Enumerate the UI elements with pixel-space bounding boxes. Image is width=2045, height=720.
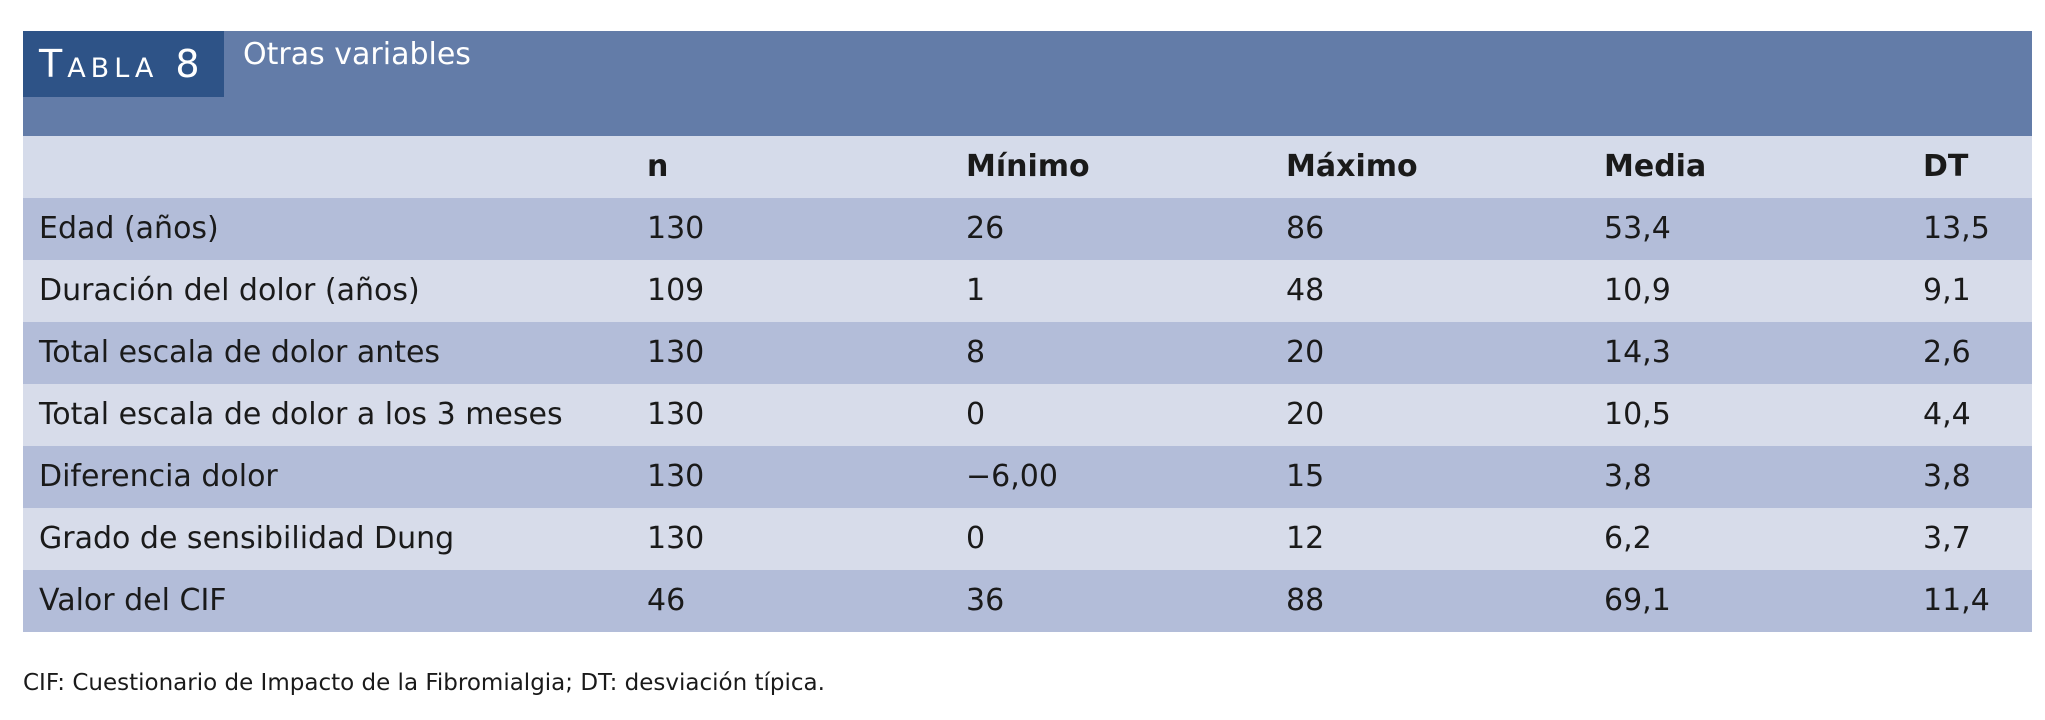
- table-row: Grado de sensibilidad Dung 130 0 12 6,2 3,7: [23, 508, 2032, 570]
- table-cell: 6,2: [1604, 521, 1652, 556]
- column-header: Máximo: [1286, 149, 1418, 184]
- table-cell: 88: [1286, 583, 1325, 618]
- table-label: Tabla 8: [23, 31, 224, 97]
- header-row: n Mínimo Máximo Media DT: [23, 136, 2032, 198]
- table-cell: 26: [966, 211, 1005, 246]
- table-cell: 20: [1286, 335, 1325, 370]
- table-cell: 69,1: [1604, 583, 1671, 618]
- table-row: Total escala de dolor a los 3 meses 130 0 2…: [23, 384, 2032, 446]
- table-cell: 4,4: [1923, 397, 1971, 432]
- column-header: Mínimo: [966, 149, 1090, 184]
- table-row: Diferencia dolor 130 −6,00 15 3,8 3,8: [23, 446, 2032, 508]
- table-row: Total escala de dolor antes 130 8 20 14,3 2,6: [23, 322, 2032, 384]
- title-bar: Tabla 8 Otras variables: [23, 31, 2032, 136]
- table-cell: 130: [647, 521, 705, 556]
- table-row: Edad (años) 130 26 86 53,4 13,5: [23, 198, 2032, 260]
- table-cell: 10,9: [1604, 273, 1671, 308]
- table-cell: −6,00: [966, 459, 1058, 494]
- table-cell: 0: [966, 397, 986, 432]
- table-cell: 3,8: [1923, 459, 1971, 494]
- row-label: Total escala de dolor a los 3 meses: [39, 397, 563, 432]
- table-cell: 8: [966, 335, 986, 370]
- row-label: Grado de sensibilidad Dung: [39, 521, 455, 556]
- table-cell: 130: [647, 397, 705, 432]
- table-cell: 3,7: [1923, 521, 1971, 556]
- table-cell: 13,5: [1923, 211, 1990, 246]
- table-cell: 1: [966, 273, 986, 308]
- table-cell: 14,3: [1604, 335, 1671, 370]
- row-label: Edad (años): [39, 211, 219, 246]
- row-label: Valor del CIF: [39, 583, 227, 618]
- table-cell: 36: [966, 583, 1005, 618]
- footnote: CIF: Cuestionario de Impacto de la Fibro…: [23, 670, 825, 696]
- table-cell: 48: [1286, 273, 1325, 308]
- table-cell: 86: [1286, 211, 1325, 246]
- table-cell: 2,6: [1923, 335, 1971, 370]
- table-cell: 3,8: [1604, 459, 1652, 494]
- column-header: DT: [1923, 149, 1969, 184]
- table: n Mínimo Máximo Media DT Edad (años) 130 26 86 53…: [23, 136, 2032, 632]
- column-header: Media: [1604, 149, 1707, 184]
- table-cell: 12: [1286, 521, 1325, 556]
- table-cell: 130: [647, 335, 705, 370]
- table-cell: 10,5: [1604, 397, 1671, 432]
- table-cell: 11,4: [1923, 583, 1990, 618]
- table-cell: 53,4: [1604, 211, 1671, 246]
- table-row: Valor del CIF 46 36 88 69,1 11,4: [23, 570, 2032, 632]
- row-label: Diferencia dolor: [39, 459, 278, 494]
- table-cell: 20: [1286, 397, 1325, 432]
- table-cell: 46: [647, 583, 686, 618]
- table-cell: 0: [966, 521, 986, 556]
- table-cell: 15: [1286, 459, 1325, 494]
- row-label: Duración del dolor (años): [39, 273, 420, 308]
- table-cell: 109: [647, 273, 705, 308]
- table-title: Otras variables: [243, 37, 471, 72]
- column-header: n: [647, 149, 669, 184]
- table-cell: 9,1: [1923, 273, 1971, 308]
- row-label: Total escala de dolor antes: [39, 335, 441, 370]
- table-cell: 130: [647, 211, 705, 246]
- table-cell: 130: [647, 459, 705, 494]
- table-row: Duración del dolor (años) 109 1 48 10,9 9,1: [23, 260, 2032, 322]
